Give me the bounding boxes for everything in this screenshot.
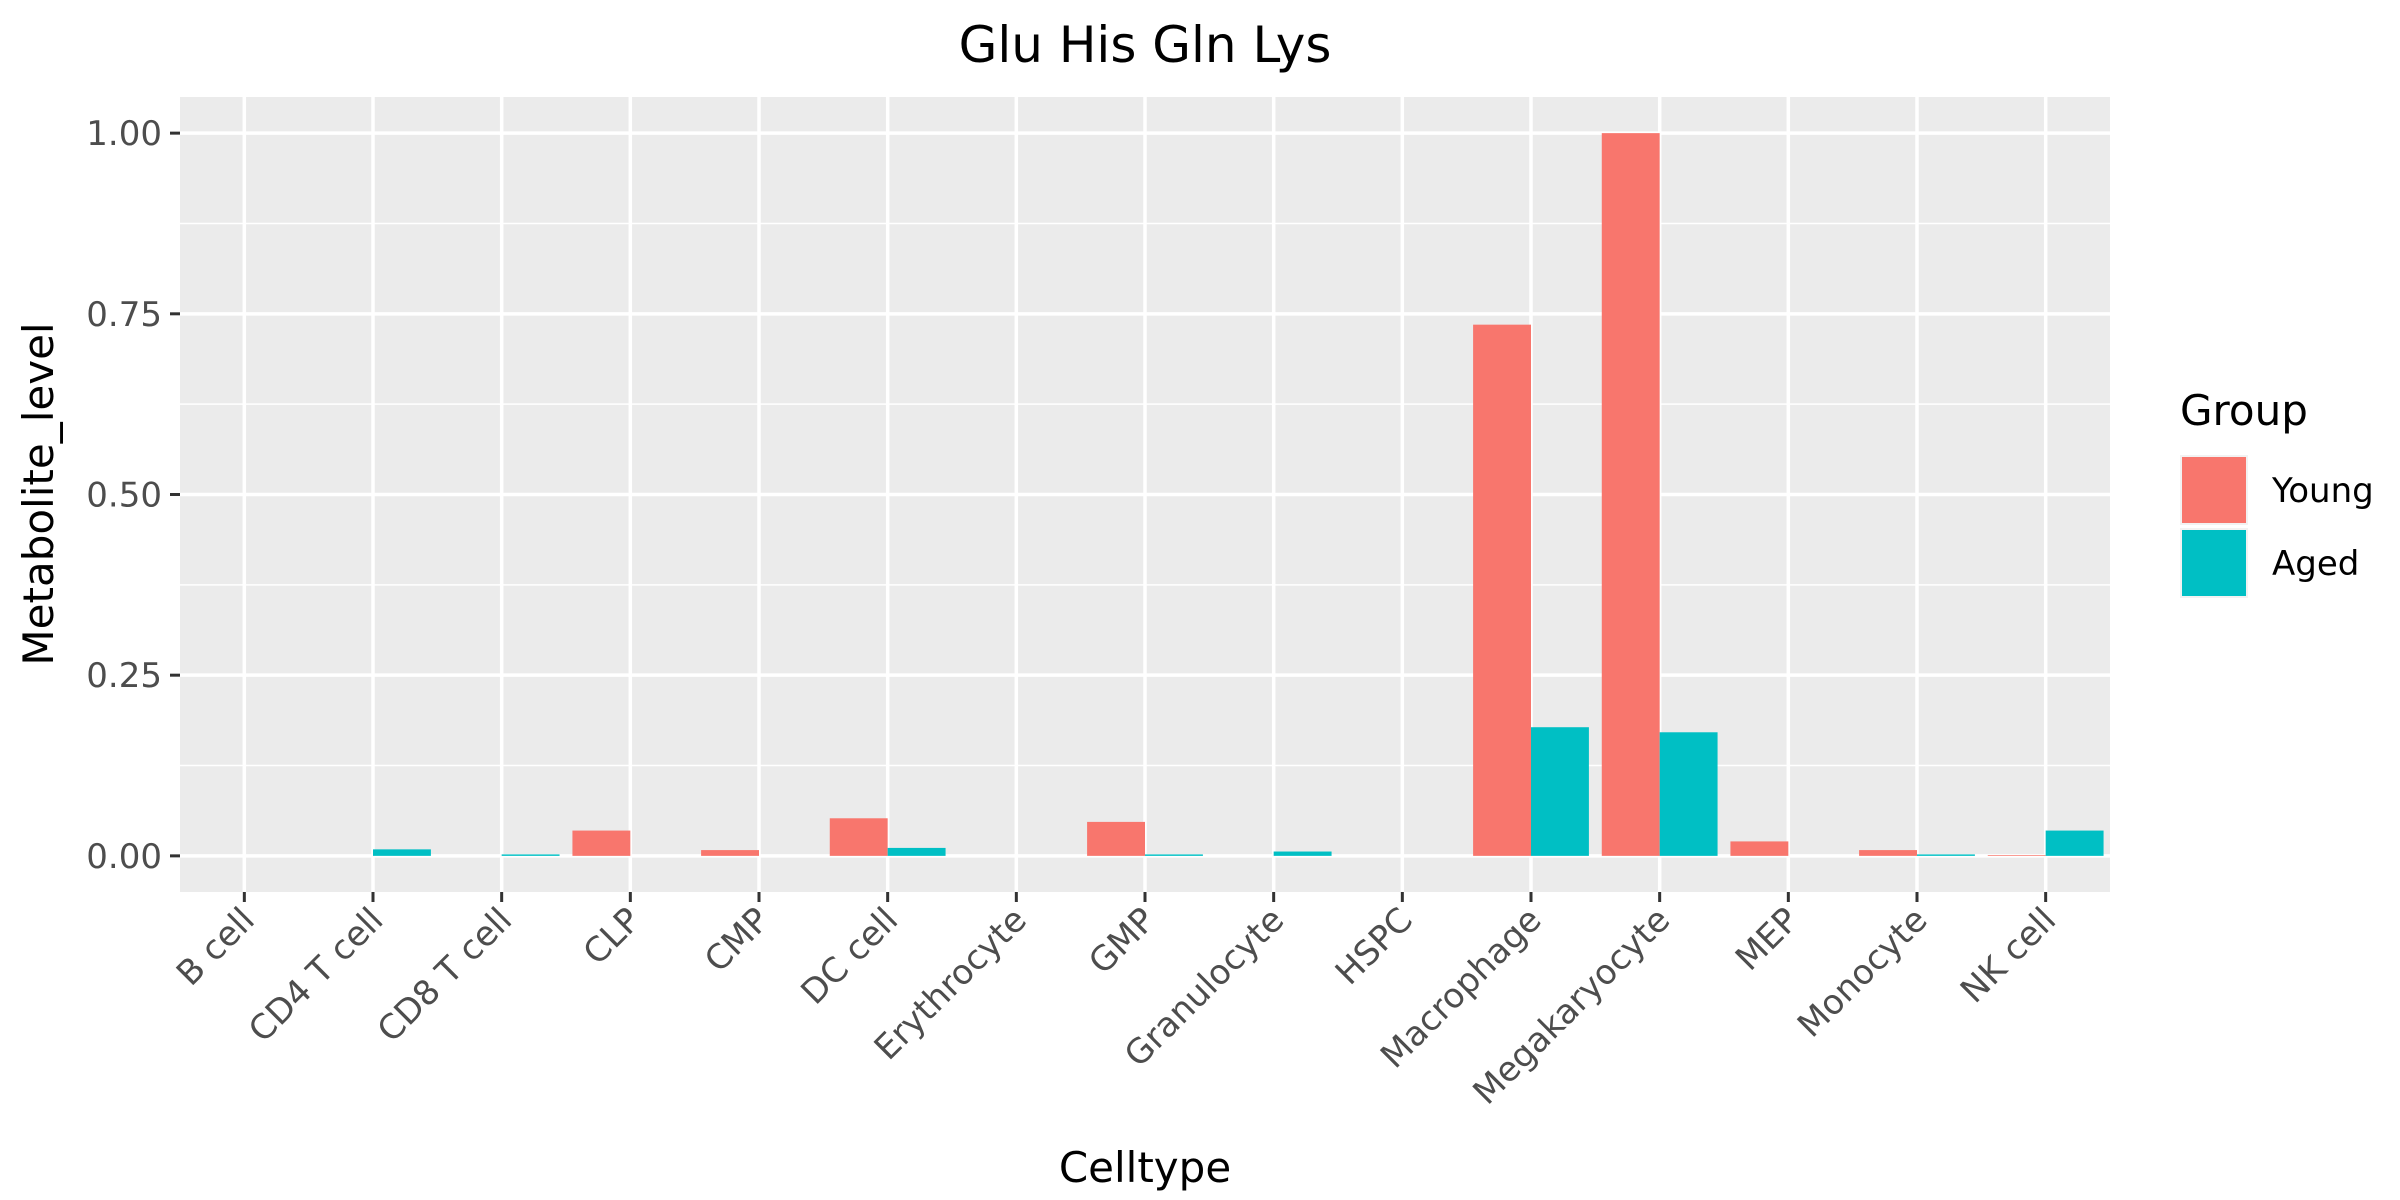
x-tick-label: HSPC [1328,900,1421,993]
legend-title: Group [2180,386,2308,435]
x-tick-label: GMP [1081,900,1163,982]
x-tick-label: CD4 T cell [241,900,391,1050]
y-tick-label: 0.25 [86,656,162,696]
legend-swatch-aged [2182,530,2246,596]
bar-aged-megakaryocyte [1659,732,1718,856]
bar-aged-granulocyte [1273,851,1332,856]
bar-young-mep [1730,841,1789,856]
y-axis-title: Metabolite_level [14,322,63,665]
bar-young-monocyte [1859,850,1917,856]
x-tick-label: B cell [169,900,263,994]
bars [373,133,2104,856]
bar-aged-monocyte [1917,854,1975,856]
legend-swatch-young [2182,457,2246,523]
x-tick-label: MEP [1728,900,1807,979]
bar-aged-nk-cell [2045,830,2104,856]
x-axis-title: Celltype [1059,1143,1231,1192]
bar-young-clp [572,830,631,856]
x-tick-label: CLP [576,900,649,973]
legend: Group Young Aged [2180,386,2374,598]
legend-label-aged: Aged [2272,544,2359,584]
bar-young-gmp [1087,821,1145,856]
y-tick-label: 1.00 [86,114,162,154]
y-tick-label: 0.50 [86,476,162,516]
bar-young-megakaryocyte [1601,133,1660,856]
bar-young-nk-cell [1987,855,2046,856]
bar-aged-gmp [1145,854,1203,856]
y-tick-label: 0.00 [86,837,162,877]
legend-label-young: Young [2271,471,2374,511]
bar-aged-macrophage [1531,727,1589,856]
x-tick-label: Monocyte [1790,900,1935,1045]
chart-title: Glu His Gln Lys [959,16,1332,74]
bar-young-cmp [701,850,759,856]
legend-items: Young Aged [2180,455,2374,598]
y-tick-label: 0.75 [86,295,162,335]
bar-aged-cd8-t-cell [501,854,560,856]
x-tick-label: CMP [697,900,777,980]
x-tick-label: DC cell [793,900,906,1013]
bar-young-macrophage [1473,324,1531,856]
bar-aged-dc-cell [887,847,946,856]
bar-young-dc-cell [829,818,888,856]
bar-aged-cd4-t-cell [373,849,431,856]
x-tick-label: NK cell [1953,900,2064,1011]
y-axis-ticks: 0.00 0.25 0.50 0.75 1.00 [86,114,180,877]
x-tick-label: CD8 T cell [370,900,520,1050]
